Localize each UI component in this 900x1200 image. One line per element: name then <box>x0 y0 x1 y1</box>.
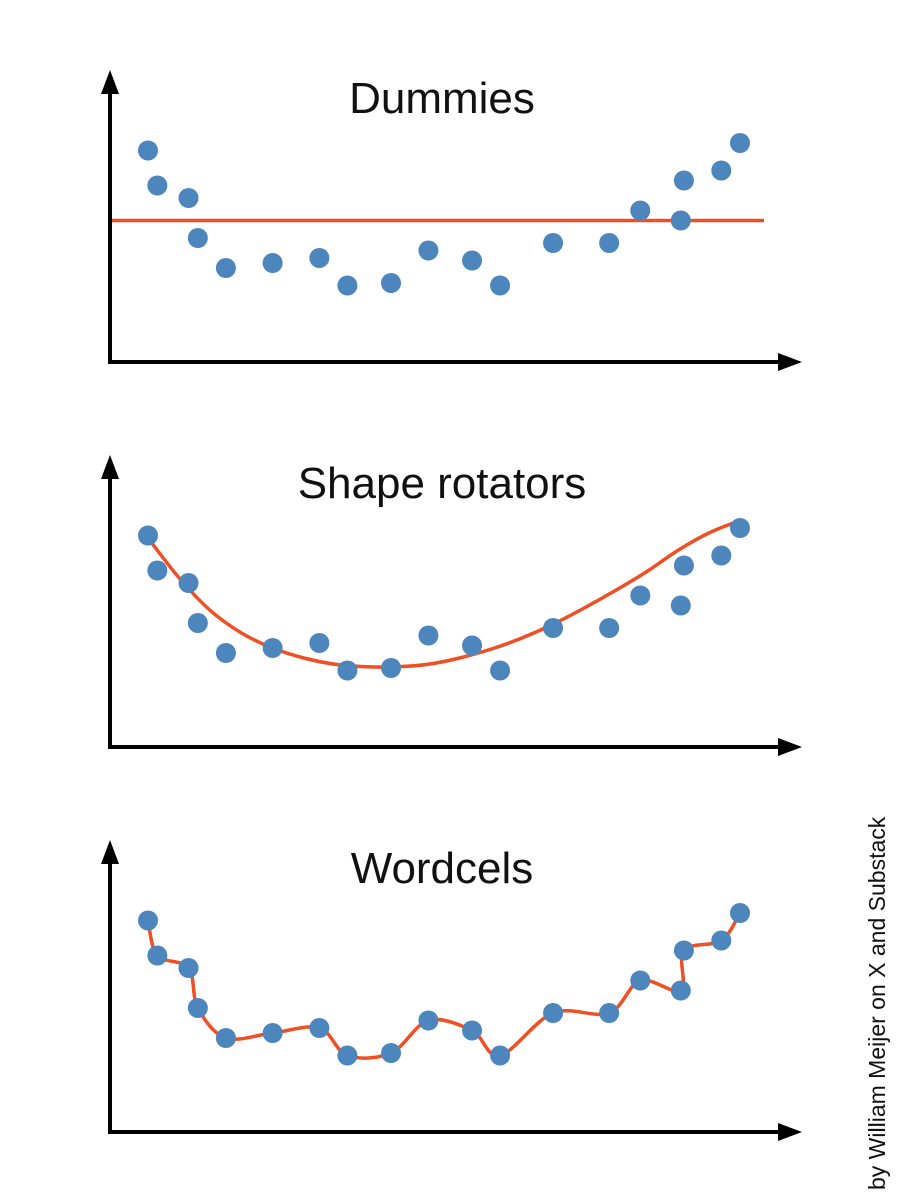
data-point <box>138 525 158 546</box>
data-point <box>309 1018 330 1038</box>
data-point <box>630 970 651 991</box>
data-point <box>138 140 158 161</box>
data-point <box>599 1003 620 1023</box>
chart-title: Wordcels <box>351 844 534 893</box>
data-point <box>543 618 564 638</box>
data-point <box>262 1023 283 1043</box>
data-point <box>337 275 358 296</box>
chart-wordcels: Wordcels <box>101 840 802 1141</box>
data-point <box>730 518 750 538</box>
data-point <box>187 998 208 1018</box>
data-point <box>381 1043 402 1063</box>
data-point <box>462 1020 483 1041</box>
fit-curve <box>146 518 741 669</box>
chart-title: Shape rotators <box>298 459 587 508</box>
data-point <box>147 175 168 196</box>
data-point <box>215 1028 236 1048</box>
data-point <box>673 555 694 576</box>
data-point <box>543 233 564 253</box>
data-point <box>599 233 620 253</box>
data-point <box>462 250 483 271</box>
fit-curve <box>146 912 742 1060</box>
data-point <box>147 560 168 581</box>
data-point <box>730 903 750 923</box>
data-point <box>215 258 236 278</box>
y-axis-arrow-icon <box>101 840 119 864</box>
data-point <box>187 228 208 248</box>
data-point <box>138 910 158 931</box>
chart-panel-dummies: Dummies <box>0 0 840 380</box>
data-point <box>337 1045 358 1066</box>
data-point <box>337 660 358 681</box>
chart-title: Dummies <box>349 74 535 123</box>
data-point <box>381 273 402 293</box>
data-point <box>262 253 283 273</box>
data-point <box>670 210 691 231</box>
data-point <box>543 1003 564 1023</box>
x-axis-arrow-icon <box>778 1123 802 1141</box>
data-point <box>309 633 330 653</box>
data-point <box>599 618 620 638</box>
data-point <box>630 585 651 606</box>
y-axis-arrow-icon <box>101 70 119 94</box>
data-point <box>490 660 511 681</box>
data-point <box>670 595 691 616</box>
data-point <box>178 188 199 208</box>
chart-dummies: Dummies <box>101 70 802 371</box>
data-point <box>418 1010 439 1031</box>
data-point <box>418 625 439 646</box>
data-point <box>670 980 691 1001</box>
data-point <box>730 133 750 153</box>
data-point <box>381 658 402 678</box>
data-point <box>462 635 483 656</box>
data-point <box>490 1045 511 1066</box>
data-point <box>178 573 199 593</box>
data-point <box>178 958 199 978</box>
data-point <box>490 275 511 296</box>
y-axis-arrow-icon <box>101 455 119 479</box>
chart-shape-rotators: Shape rotators <box>101 455 802 756</box>
data-point <box>630 200 651 221</box>
data-point <box>711 545 732 566</box>
data-point <box>215 643 236 663</box>
data-point <box>673 170 694 191</box>
data-point <box>262 638 283 658</box>
data-point <box>418 240 439 261</box>
author-credit: by William Meijer on X and Substack <box>864 816 890 1190</box>
data-point <box>187 613 208 633</box>
x-axis-arrow-icon <box>778 353 802 371</box>
x-axis-arrow-icon <box>778 738 802 756</box>
data-point <box>309 248 330 268</box>
chart-panel-shape-rotators: Shape rotators <box>0 385 840 765</box>
data-point <box>147 945 168 966</box>
data-point <box>711 930 732 951</box>
data-point <box>673 940 694 961</box>
chart-panel-wordcels: Wordcels <box>0 770 840 1150</box>
data-point <box>711 160 732 181</box>
